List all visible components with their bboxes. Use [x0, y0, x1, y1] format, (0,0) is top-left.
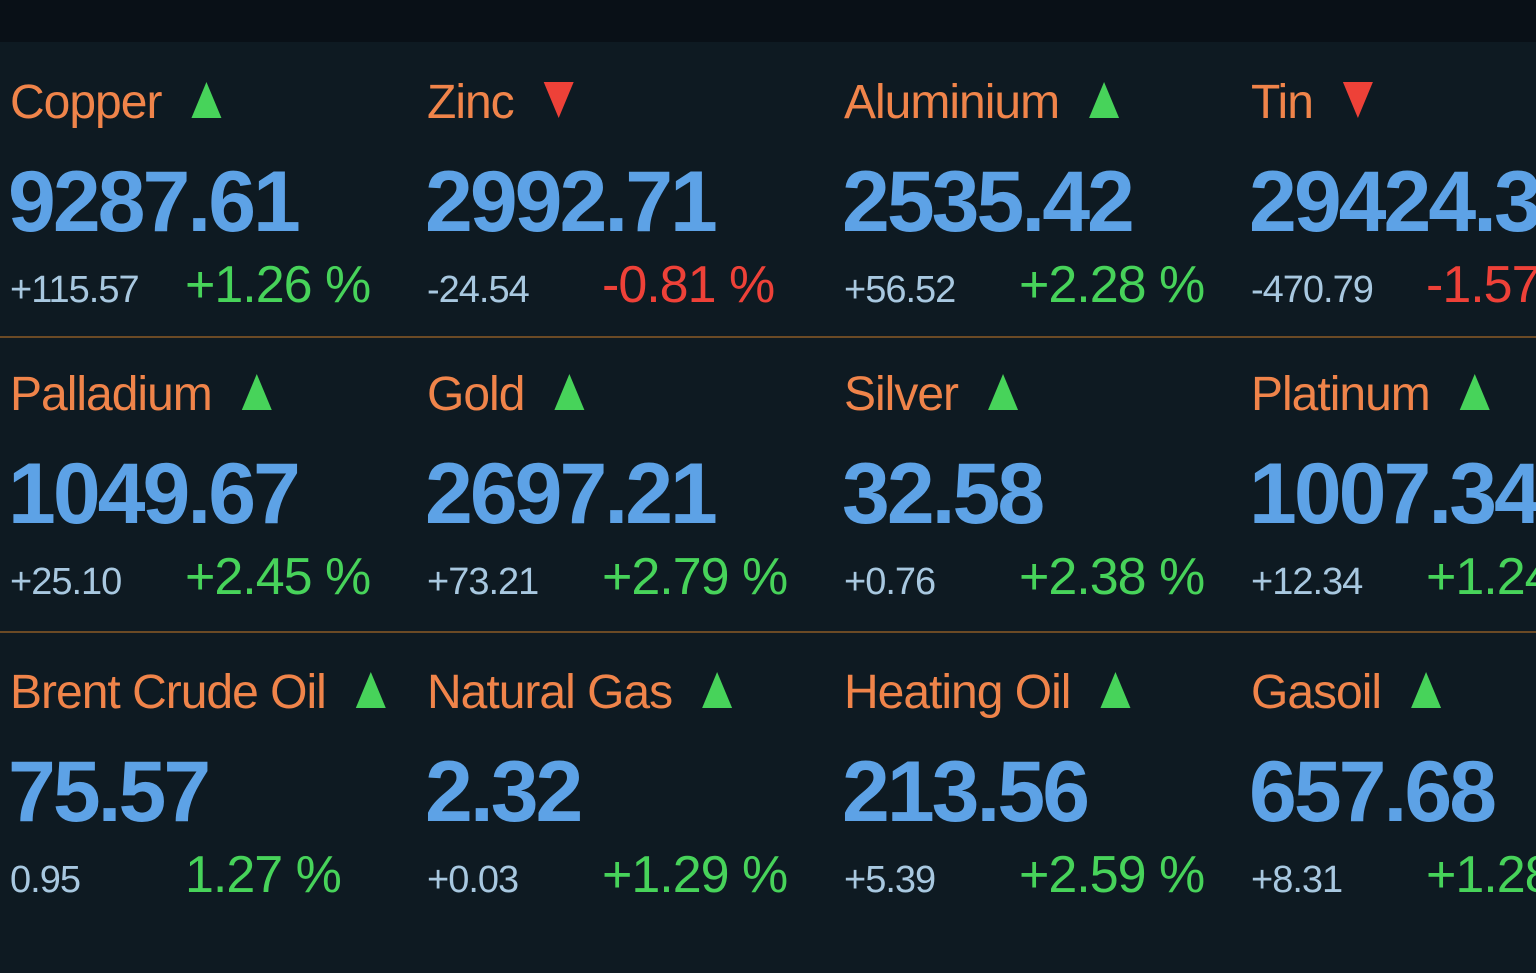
percent-change: 1.27 % [185, 846, 341, 904]
direction-arrow [543, 82, 574, 118]
change: +0.03 [427, 859, 518, 901]
price: 657.68 [1249, 744, 1495, 840]
commodity-name: Brent Crude Oil [10, 666, 326, 719]
percent-change: +2.45 % [185, 548, 370, 606]
percent-change: +2.38 % [1019, 548, 1204, 606]
change: +5.39 [844, 859, 935, 901]
commodity-name: Gasoil [1251, 666, 1381, 719]
commodity-name: Platinum [1251, 368, 1430, 421]
percent-change: +1.29 % [602, 846, 787, 904]
price: 1049.67 [8, 446, 298, 542]
percent-change: +1.26 % [185, 256, 370, 314]
percent-change: +2.28 % [1019, 256, 1204, 314]
price: 75.57 [8, 744, 208, 840]
commodity-name: Natural Gas [427, 666, 672, 719]
change: +8.31 [1251, 859, 1342, 901]
change: -470.79 [1251, 269, 1373, 311]
commodity-name: Heating Oil [844, 666, 1070, 719]
percent-change: -0.81 % [602, 256, 774, 314]
change: +73.21 [427, 561, 538, 603]
commodity-name: Aluminium [844, 76, 1059, 129]
price: 29424.3 [1249, 154, 1536, 250]
price: 2535.42 [842, 154, 1132, 250]
percent-change: -1.57 [1426, 256, 1536, 314]
price: 9287.61 [8, 154, 299, 250]
direction-arrow [241, 374, 272, 410]
commodity-name: Tin [1251, 76, 1313, 129]
price: 2.32 [425, 744, 581, 840]
direction-arrow [1411, 672, 1442, 708]
direction-arrow [1459, 374, 1490, 410]
price: 1007.34 [1249, 446, 1536, 542]
direction-arrow [1342, 82, 1373, 118]
direction-arrow [988, 374, 1019, 410]
change: +115.57 [10, 269, 139, 311]
percent-change: +2.79 % [602, 548, 787, 606]
price: 2697.21 [425, 446, 716, 542]
change: +56.52 [844, 269, 955, 311]
change: -24.54 [427, 269, 530, 311]
direction-arrow [554, 374, 585, 410]
change: +12.34 [1251, 561, 1363, 603]
top-band [0, 0, 1536, 42]
commodity-name: Palladium [10, 368, 212, 421]
percent-change: +2.59 % [1019, 846, 1204, 904]
direction-arrow [1089, 82, 1120, 118]
price: 2992.71 [425, 154, 716, 250]
change: +25.10 [10, 561, 121, 603]
direction-arrow [355, 672, 386, 708]
change: 0.95 [10, 859, 80, 901]
price: 213.56 [842, 744, 1087, 840]
percent-change: +1.24 [1426, 548, 1536, 606]
percent-change: +1.28 [1426, 846, 1536, 904]
commodity-name: Gold [427, 368, 524, 421]
direction-arrow [191, 82, 222, 118]
direction-arrow [1100, 672, 1131, 708]
direction-arrow [702, 672, 733, 708]
commodity-name: Silver [844, 368, 959, 421]
commodity-name: Copper [10, 76, 162, 129]
change: +0.76 [844, 561, 935, 603]
commodity-name: Zinc [427, 76, 514, 129]
price: 32.58 [842, 446, 1043, 542]
